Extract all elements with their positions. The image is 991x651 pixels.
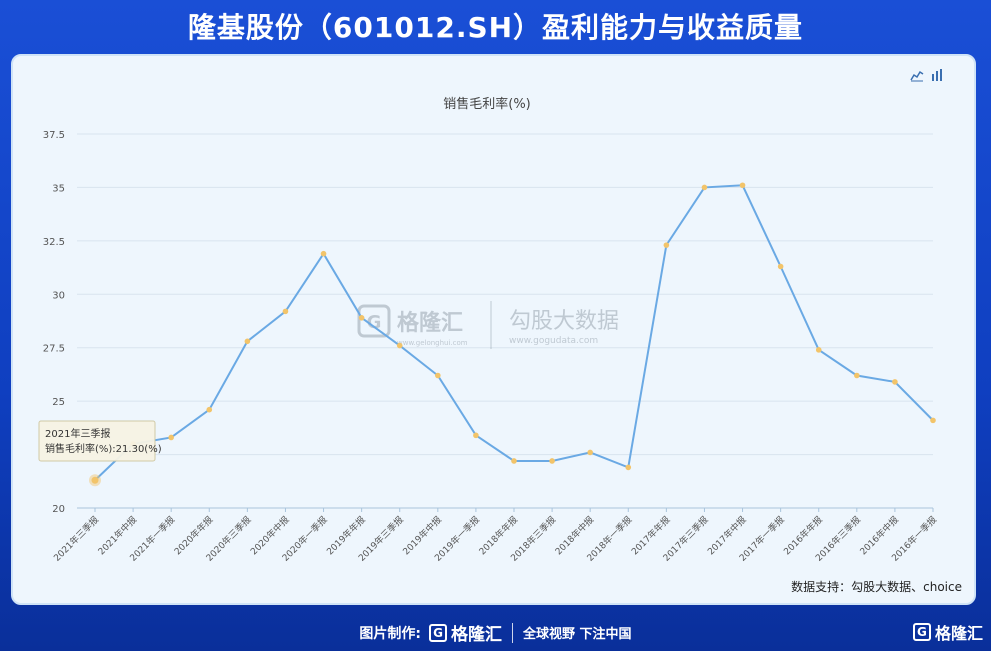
footer-label: 图片制作: (359, 625, 422, 642)
x-axis: 2021年三季报2021年中报2021年一季报2020年年报2020年三季报20… (51, 507, 939, 564)
tooltip-line1: 2021年三季报 (45, 427, 110, 440)
y-tick-label: 25 (52, 397, 65, 408)
y-tick-label: 30 (52, 290, 65, 301)
x-tick-label: 2016年年报 (781, 514, 825, 558)
data-point[interactable] (511, 458, 517, 464)
watermark-logo-icon (357, 304, 391, 338)
x-tick-label: 2017年年报 (629, 514, 673, 558)
data-point[interactable] (587, 449, 593, 456)
footer-logo: G 格隆汇 (429, 620, 502, 645)
data-source: 数据支持：勾股大数据、choice (791, 580, 962, 594)
data-point[interactable] (625, 464, 632, 471)
chart-toolbar (910, 68, 944, 82)
y-tick-label: 20 (52, 504, 65, 515)
x-tick-label: 2018年中报 (553, 514, 597, 558)
watermark-brand: 格隆汇 (397, 310, 463, 336)
data-point[interactable] (701, 184, 708, 191)
data-point[interactable] (396, 342, 403, 349)
line-chart-icon[interactable] (910, 68, 924, 82)
data-point[interactable] (320, 250, 327, 257)
x-tick-label: 2016年中报 (857, 514, 901, 558)
watermark-partner-url: www.gogudata.com (509, 336, 598, 346)
data-point[interactable] (358, 314, 365, 321)
page-title: 隆基股份（601012.SH）盈利能力与收益质量 (187, 11, 804, 44)
corner-logo: G 格隆汇 (912, 620, 983, 644)
gelonghui-logo-icon: G (429, 623, 448, 642)
data-point[interactable] (91, 476, 99, 484)
watermark-brand-url: www.gelonghui.com (397, 339, 468, 347)
footer-divider (512, 622, 514, 643)
data-point[interactable] (435, 372, 441, 379)
data-point[interactable] (168, 434, 174, 441)
data-point[interactable] (777, 263, 784, 270)
data-point[interactable] (815, 347, 822, 353)
y-tick-label: 37.5 (43, 130, 65, 141)
x-tick-label: 2020年年报 (172, 514, 216, 558)
bar-chart-icon[interactable] (930, 68, 944, 82)
x-tick-label: 2017年中报 (705, 514, 749, 558)
chart-panel: 销售毛利率(%) 20 25 27.5 30 32.5 35 37.5 2021年三季报 20… (11, 54, 976, 605)
footer-slogan: 全球视野 下注中国 (523, 627, 632, 642)
data-point[interactable] (549, 458, 555, 464)
chart-title: 销售毛利率(%) (443, 96, 531, 112)
data-point[interactable] (282, 308, 289, 315)
footer-brand: 格隆汇 (451, 625, 503, 645)
x-tick-label: 2018年年报 (476, 514, 520, 558)
y-tick-label: 27.5 (43, 344, 65, 355)
data-point[interactable] (892, 379, 898, 385)
x-tick-label: 2020年中报 (248, 514, 292, 558)
y-axis: 20 25 27.5 30 32.5 35 37.5 (43, 130, 65, 515)
series-layer (89, 182, 936, 487)
tooltip: 2021年三季报 销售毛利率(%):21.30(%) (38, 420, 162, 462)
data-point[interactable] (206, 406, 213, 413)
tooltip-line2: 销售毛利率(%):21.30(%) (45, 442, 162, 455)
data-point[interactable] (473, 432, 479, 439)
watermark: G 格隆汇 www.gelonghui.com 勾股大数据 www.goguda… (357, 301, 619, 349)
data-point[interactable] (739, 182, 746, 189)
data-point[interactable] (930, 417, 936, 424)
data-point[interactable] (244, 338, 251, 345)
watermark-partner: 勾股大数据 (509, 309, 619, 334)
corner-logo-icon: G (912, 623, 931, 641)
x-tick-label: 2021年三季报 (51, 514, 101, 564)
data-point[interactable] (663, 242, 670, 248)
y-tick-label: 32.5 (43, 237, 65, 248)
x-tick-label: 2019年中报 (400, 514, 444, 558)
watermark-logo-letter: G (367, 312, 382, 333)
footer: 图片制作: G 格隆汇 全球视野 下注中国 (0, 614, 991, 651)
corner-brand: 格隆汇 (934, 624, 983, 643)
data-point[interactable] (854, 372, 860, 379)
x-tick-label: 2019年年报 (324, 514, 368, 558)
x-tick-label: 2021年中报 (95, 514, 139, 558)
y-tick-label: 35 (52, 183, 65, 194)
tooltip-box (38, 420, 156, 462)
